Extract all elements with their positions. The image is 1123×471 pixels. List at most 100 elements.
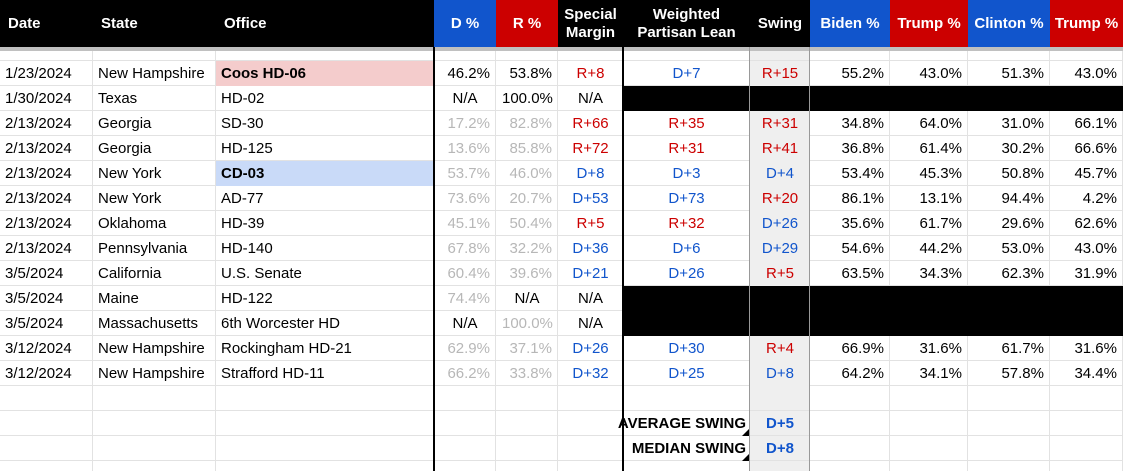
table-cell: 30.2% [1001, 140, 1044, 157]
table-cell: 64.0% [919, 115, 962, 132]
table-cell: Maine [98, 290, 139, 307]
table-cell: New Hampshire [98, 65, 205, 82]
table-cell: D+53 [572, 190, 609, 207]
grid-cell [434, 336, 496, 361]
grid-cell [558, 461, 623, 471]
grid-cell [496, 261, 558, 286]
table-cell: 3/5/2024 [5, 265, 64, 282]
table-cell: 3/12/2024 [5, 340, 72, 357]
table-cell: 73.6% [447, 190, 490, 207]
grid-cell [968, 211, 1050, 236]
table-cell: 43.0% [919, 65, 962, 82]
grid-cell [216, 386, 434, 411]
grid-cell [93, 186, 216, 211]
table-cell: R+31 [668, 140, 705, 157]
table-cell: 2/13/2024 [5, 165, 72, 182]
table-cell: 32.2% [509, 240, 552, 257]
grid-cell [434, 386, 496, 411]
grid-cell [496, 61, 558, 86]
table-cell: R+32 [668, 215, 705, 232]
table-cell: 61.4% [919, 140, 962, 157]
grid-cell [496, 411, 558, 436]
grid-cell [968, 386, 1050, 411]
grid-cell [0, 61, 93, 86]
grid-cell [810, 436, 890, 461]
grid-cell [810, 361, 890, 386]
grid-cell [496, 386, 558, 411]
grid-cell [890, 361, 968, 386]
grid-cell [93, 61, 216, 86]
swing-border [809, 47, 810, 471]
table-cell: 35.6% [841, 215, 884, 232]
column-header: Date [0, 0, 93, 47]
grid-cell [496, 436, 558, 461]
grid-cell [750, 461, 810, 471]
table-cell: D+8 [576, 165, 605, 182]
table-cell: 94.4% [1001, 190, 1044, 207]
table-cell: 74.4% [447, 290, 490, 307]
table-cell: 50.8% [1001, 165, 1044, 182]
table-cell: 57.8% [1001, 365, 1044, 382]
grid-cell [0, 361, 93, 386]
grid-cell [0, 411, 93, 436]
table-cell: R+4 [750, 336, 810, 361]
table-cell: 44.2% [919, 240, 962, 257]
grid-cell [1050, 386, 1123, 411]
header-divider [0, 47, 1123, 51]
grid-cell [93, 86, 216, 111]
table-cell: Georgia [98, 140, 152, 157]
table-cell: D+4 [750, 161, 810, 186]
swing-border [749, 47, 750, 471]
table-cell: 46.2% [447, 65, 490, 82]
table-cell: New Hampshire [98, 340, 205, 357]
grid-cell [810, 136, 890, 161]
grid-cell [496, 361, 558, 386]
table-cell: R+31 [750, 111, 810, 136]
grid-cell [93, 436, 216, 461]
grid-cell [496, 136, 558, 161]
summary-label: AVERAGE SWING [617, 415, 746, 432]
grid-cell [434, 261, 496, 286]
grid-cell [434, 111, 496, 136]
table-cell: D+6 [672, 240, 701, 257]
table-cell: Massachusetts [98, 315, 199, 332]
column-header: Clinton % [968, 0, 1050, 47]
grid-cell [434, 286, 496, 311]
table-cell: AD-77 [221, 190, 264, 207]
table-cell: 62.3% [1001, 265, 1044, 282]
grid-cell [750, 436, 810, 461]
grid-cell [496, 86, 558, 111]
table-cell: D+8 [750, 361, 810, 386]
table-cell: 6th Worcester HD [221, 315, 340, 332]
grid-cell [968, 111, 1050, 136]
grid-cell [890, 261, 968, 286]
table-cell: 2/13/2024 [5, 115, 72, 132]
grid-cell [890, 211, 968, 236]
table-cell: 62.6% [1074, 215, 1117, 232]
table-cell: SD-30 [221, 115, 264, 132]
table-cell: 66.9% [841, 340, 884, 357]
table-cell: R+41 [750, 136, 810, 161]
grid-cell [810, 236, 890, 261]
table-cell: 34.1% [919, 365, 962, 382]
table-cell: 3/12/2024 [5, 365, 72, 382]
grid-cell [496, 336, 558, 361]
grid-cell [93, 361, 216, 386]
table-cell: Strafford HD-11 [221, 365, 325, 382]
grid-cell [968, 186, 1050, 211]
table-cell: 13.1% [919, 190, 962, 207]
table-cell: 4.2% [1082, 190, 1117, 207]
no-data-block [623, 311, 1123, 336]
table-cell: New Hampshire [98, 365, 205, 382]
table-cell: N/A [577, 290, 603, 307]
table-cell: N/A [577, 90, 603, 107]
table-cell: R+15 [750, 61, 810, 86]
table-cell: 34.8% [841, 115, 884, 132]
summary-label: MEDIAN SWING [631, 440, 746, 457]
table-cell: 55.2% [841, 65, 884, 82]
grid-cell [968, 261, 1050, 286]
table-cell: D+32 [572, 365, 609, 382]
grid-cell [968, 336, 1050, 361]
grid-cell [968, 461, 1050, 471]
grid-cell [434, 86, 496, 111]
